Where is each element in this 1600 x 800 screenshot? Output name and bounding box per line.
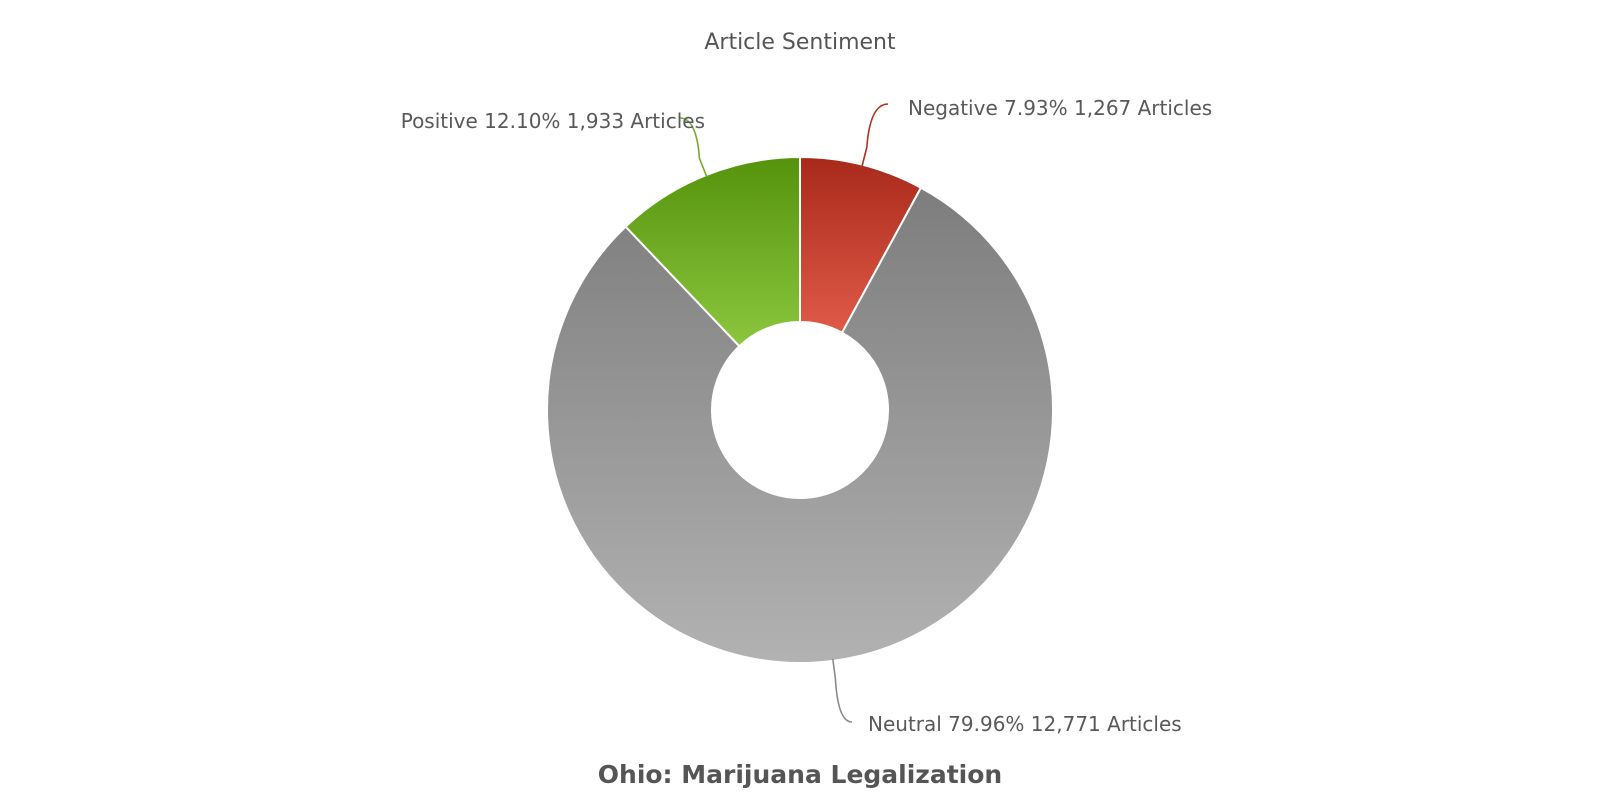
leader-line-neutral bbox=[831, 658, 853, 723]
slice-labels: Negative 7.93% 1,267 Articles Neutral 79.… bbox=[401, 96, 1212, 736]
leader-line-negative bbox=[861, 103, 889, 167]
slice-label-positive: Positive 12.10% 1,933 Articles bbox=[401, 109, 705, 133]
slice-label-negative: Negative 7.93% 1,267 Articles bbox=[908, 96, 1212, 120]
leader-lines bbox=[679, 103, 889, 723]
slice-neutral bbox=[546, 186, 1054, 664]
slice-label-neutral: Neutral 79.96% 12,771 Articles bbox=[868, 712, 1182, 736]
leader-line-positive bbox=[679, 117, 708, 178]
chart-footer: Ohio: Marijuana Legalization bbox=[598, 760, 1002, 789]
chart-title: Article Sentiment bbox=[704, 30, 896, 55]
donut-slices bbox=[546, 155, 1054, 664]
slice-positive bbox=[624, 155, 801, 348]
